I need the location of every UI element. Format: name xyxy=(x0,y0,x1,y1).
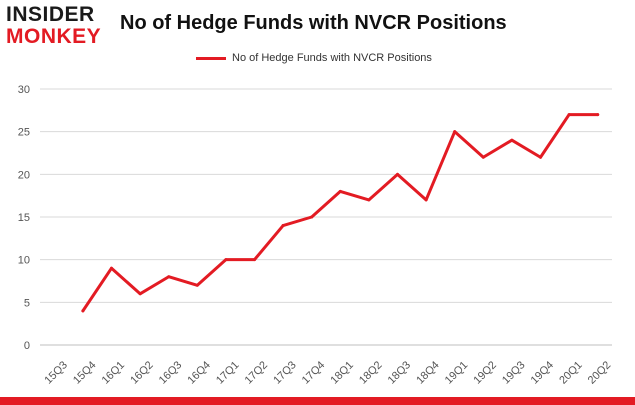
x-tick-label: 16Q3 xyxy=(157,359,185,387)
legend-swatch xyxy=(196,56,226,60)
x-tick-label: 17Q4 xyxy=(300,359,328,387)
x-tick-label: 18Q1 xyxy=(328,359,356,387)
x-tick-label: 16Q2 xyxy=(128,359,156,387)
x-tick-label: 16Q4 xyxy=(185,359,213,387)
y-tick-label: 25 xyxy=(18,127,30,139)
x-tick-label: 17Q1 xyxy=(214,359,242,387)
data-point xyxy=(481,155,485,159)
data-point xyxy=(224,258,228,262)
data-point xyxy=(310,215,314,219)
x-tick-label: 17Q2 xyxy=(243,359,271,387)
data-point xyxy=(110,266,113,270)
x-tick-label: 18Q3 xyxy=(386,359,414,387)
x-tick-label: 17Q3 xyxy=(271,359,299,387)
chart-title: No of Hedge Funds with NVCR Positions xyxy=(120,12,507,34)
data-point xyxy=(539,155,542,159)
data-point xyxy=(396,172,399,176)
series-line xyxy=(81,113,600,313)
chart-legend: No of Hedge Funds with NVCR Positions xyxy=(196,52,432,64)
data-point xyxy=(81,309,85,313)
x-tick-label: 15Q3 xyxy=(42,359,70,387)
data-point xyxy=(281,224,285,228)
x-tick-label: 18Q4 xyxy=(414,359,442,387)
x-tick-label: 19Q2 xyxy=(471,359,499,387)
y-tick-label: 30 xyxy=(18,84,30,96)
logo-line1: INSIDER xyxy=(6,3,95,26)
data-point xyxy=(453,130,457,134)
y-tick-label: 15 xyxy=(18,212,30,224)
legend-label: No of Hedge Funds with NVCR Positions xyxy=(232,52,432,64)
x-tick-label: 15Q4 xyxy=(71,359,99,387)
x-tick-label: 19Q4 xyxy=(529,359,557,387)
data-point xyxy=(596,113,600,117)
data-point xyxy=(138,292,142,296)
data-point xyxy=(567,113,571,117)
x-tick-label: 20Q1 xyxy=(557,359,585,387)
logo-line2: MONKEY xyxy=(6,25,102,48)
x-tick-label: 20Q2 xyxy=(586,359,614,387)
data-point xyxy=(253,258,256,262)
data-point xyxy=(424,198,428,202)
data-point xyxy=(338,189,342,193)
insider-monkey-logo: INSIDER MONKEY xyxy=(6,4,118,48)
x-tick-label: 18Q2 xyxy=(357,359,385,387)
y-tick-label: 20 xyxy=(18,169,30,181)
data-point xyxy=(167,275,171,279)
bottom-accent-bar xyxy=(0,397,635,405)
y-tick-label: 5 xyxy=(24,297,30,309)
y-tick-label: 10 xyxy=(18,255,30,267)
data-point xyxy=(367,198,371,202)
data-point xyxy=(510,138,514,142)
x-tick-label: 16Q1 xyxy=(100,359,128,387)
y-tick-label: 0 xyxy=(24,340,30,352)
data-point xyxy=(195,283,199,287)
x-tick-label: 19Q3 xyxy=(500,359,528,387)
x-tick-label: 19Q1 xyxy=(443,359,471,387)
